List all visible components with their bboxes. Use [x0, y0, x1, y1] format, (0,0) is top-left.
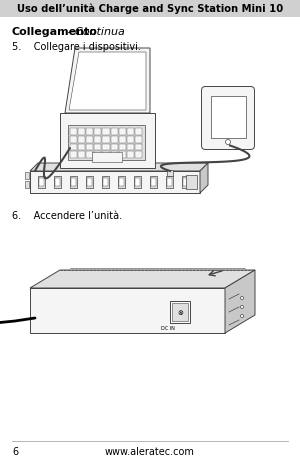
Bar	[94, 129, 101, 136]
Bar	[78, 137, 85, 143]
Text: DC IN: DC IN	[161, 326, 175, 331]
Text: 5.    Collegare i dispositivi.: 5. Collegare i dispositivi.	[12, 42, 141, 52]
Polygon shape	[60, 114, 155, 169]
Bar	[182, 176, 189, 188]
Bar	[87, 179, 92, 187]
Text: Collegamento: Collegamento	[12, 27, 98, 37]
Bar	[70, 129, 77, 136]
Text: www.aleratec.com: www.aleratec.com	[105, 446, 195, 456]
Bar	[211, 96, 245, 138]
Polygon shape	[225, 270, 255, 333]
Bar	[151, 179, 156, 187]
FancyBboxPatch shape	[202, 88, 254, 150]
Text: ⊗: ⊗	[177, 309, 183, 315]
Bar	[150, 176, 157, 188]
Bar	[78, 144, 85, 151]
Polygon shape	[30, 270, 255, 288]
Bar	[94, 137, 101, 143]
Bar	[119, 137, 126, 143]
Circle shape	[241, 306, 244, 309]
Bar	[111, 152, 118, 159]
Bar	[167, 179, 172, 187]
Bar	[102, 176, 109, 188]
Bar	[86, 152, 93, 159]
Bar	[86, 144, 93, 151]
Text: Uso dell’unità Charge and Sync Station Mini 10: Uso dell’unità Charge and Sync Station M…	[17, 4, 283, 14]
Bar	[135, 179, 140, 187]
Bar	[55, 179, 60, 187]
Polygon shape	[69, 53, 146, 111]
Bar	[86, 129, 93, 136]
Bar	[119, 179, 124, 187]
Bar	[103, 179, 108, 187]
Bar	[92, 153, 122, 163]
Bar	[102, 144, 110, 151]
Bar	[70, 144, 77, 151]
Bar	[102, 152, 110, 159]
Bar	[119, 129, 126, 136]
Bar	[186, 175, 197, 189]
Text: 6.    Accendere l’unità.: 6. Accendere l’unità.	[12, 211, 122, 220]
Circle shape	[241, 297, 244, 300]
Bar	[102, 137, 110, 143]
Bar	[111, 144, 118, 151]
Bar	[25, 181, 29, 188]
Bar	[135, 144, 142, 151]
Bar	[30, 288, 225, 333]
Bar	[111, 129, 118, 136]
Bar	[25, 173, 29, 180]
Polygon shape	[30, 163, 208, 172]
Bar	[102, 129, 110, 136]
Bar	[39, 179, 44, 187]
Bar	[127, 129, 134, 136]
Bar	[135, 129, 142, 136]
Bar	[118, 176, 125, 188]
Bar	[135, 152, 142, 159]
Bar	[30, 172, 200, 194]
Bar	[38, 176, 45, 188]
Bar	[127, 152, 134, 159]
Bar	[111, 137, 118, 143]
Bar	[70, 152, 77, 159]
Bar	[119, 152, 126, 159]
Bar	[0, 0, 300, 18]
Bar	[183, 179, 188, 187]
Bar	[166, 176, 173, 188]
Bar	[135, 137, 142, 143]
Bar	[172, 303, 188, 321]
Circle shape	[226, 140, 230, 145]
Bar	[127, 144, 134, 151]
Bar	[86, 137, 93, 143]
Bar	[94, 152, 101, 159]
Bar	[78, 129, 85, 136]
Text: - Continua: - Continua	[64, 27, 125, 37]
Bar	[70, 176, 77, 188]
Bar	[94, 144, 101, 151]
Bar	[86, 176, 93, 188]
Bar	[68, 126, 145, 161]
Bar	[134, 176, 141, 188]
Bar	[70, 137, 77, 143]
Circle shape	[241, 315, 244, 318]
Polygon shape	[65, 49, 150, 114]
Bar	[127, 137, 134, 143]
Polygon shape	[200, 163, 208, 194]
Bar	[54, 176, 61, 188]
Text: 6: 6	[12, 446, 18, 456]
Bar	[78, 152, 85, 159]
Bar	[170, 301, 190, 323]
Bar	[119, 144, 126, 151]
Bar	[71, 179, 76, 187]
Bar	[167, 171, 173, 176]
